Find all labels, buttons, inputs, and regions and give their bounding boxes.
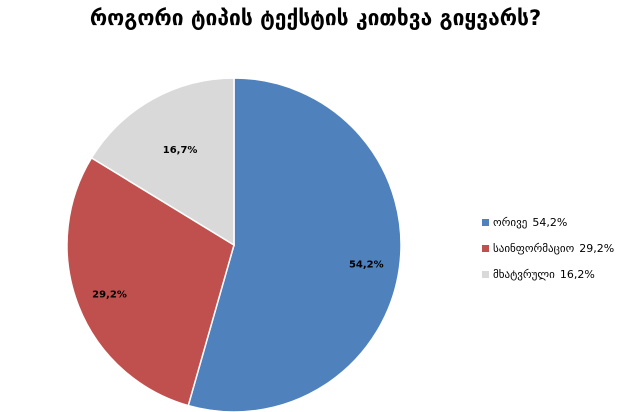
legend-label-1: ორივე — [493, 216, 528, 229]
legend-item-1: ორივე 54,2% — [482, 216, 614, 229]
data-label-extra: 16,7% — [163, 145, 198, 156]
data-label-1: 54,2% — [349, 260, 384, 271]
legend-label-3: მხატვრული — [493, 268, 555, 281]
pie-slice-1 — [187, 77, 402, 412]
legend-item-2: საინფორმაციო 29,2% — [482, 242, 614, 255]
legend-label-2: საინფორმაციო — [493, 242, 575, 255]
data-label-2: 29,2% — [92, 290, 127, 301]
chart-legend: ორივე 54,2% საინფორმაციო 29,2% მხატვრული 16,2… — [482, 216, 614, 294]
chart-title: როგორი ტიპის ტექსტის კითხვა გიყვარს? — [89, 6, 542, 30]
legend-swatch-1 — [482, 219, 489, 226]
legend-value-3: 16,2% — [559, 268, 595, 281]
pie-slice-3 — [90, 77, 235, 247]
legend-swatch-2 — [482, 245, 489, 252]
legend-item-3: მხატვრული 16,2% — [482, 268, 614, 281]
legend-value-2: 29,2% — [579, 242, 615, 255]
legend-swatch-3 — [482, 271, 489, 278]
pie-data-labels: 54,2% 29,2% 16,7% — [92, 145, 384, 301]
pie-slices — [66, 77, 402, 412]
legend-value-1: 54,2% — [532, 216, 568, 229]
